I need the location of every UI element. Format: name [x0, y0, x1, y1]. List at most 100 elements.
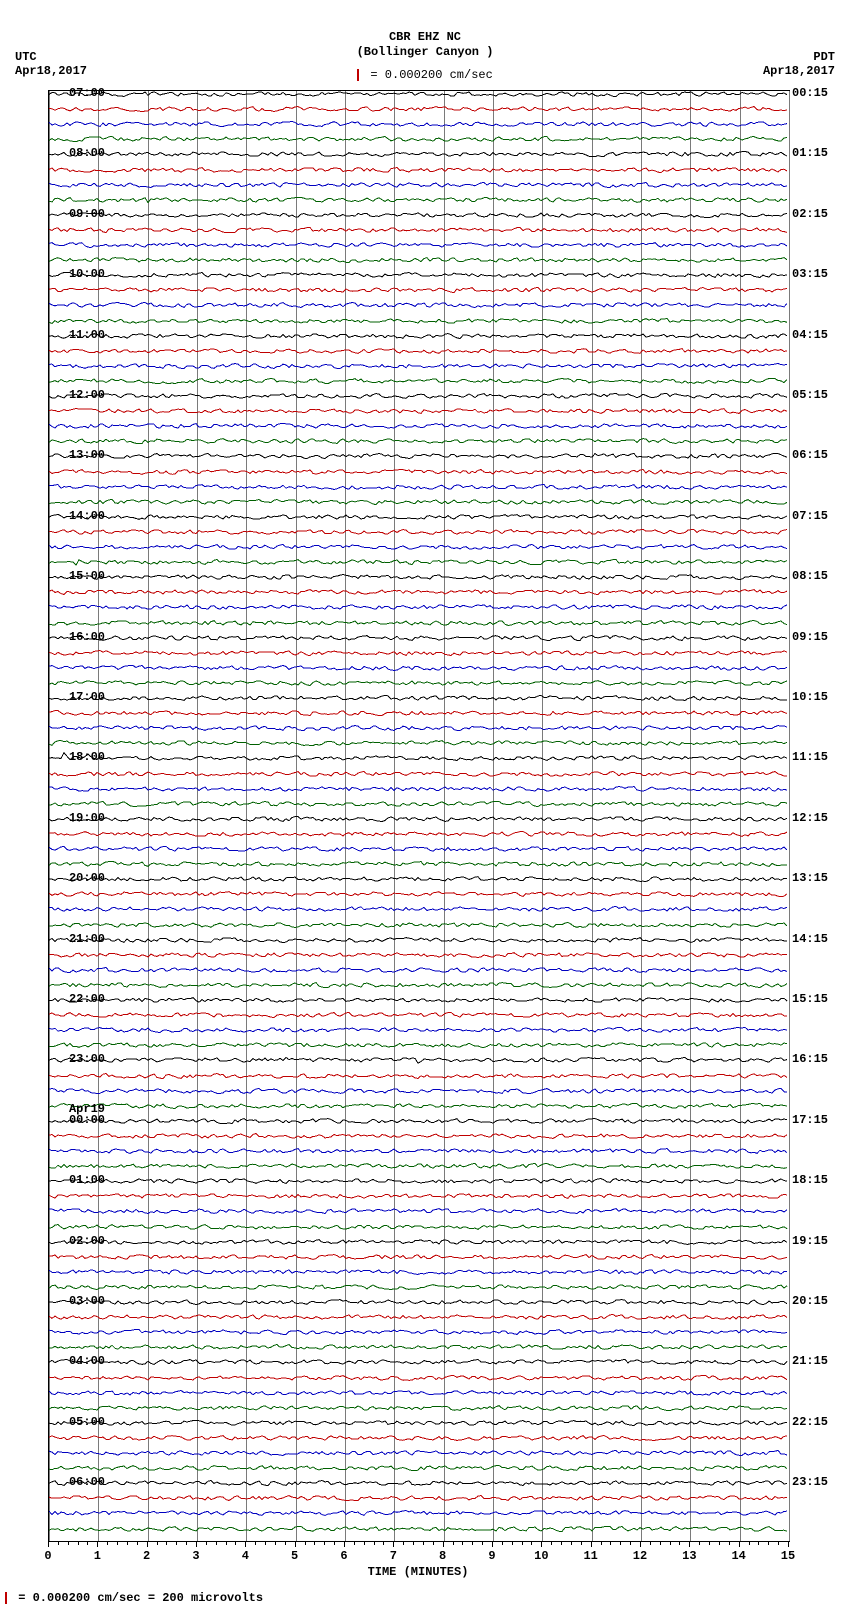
x-tick-major [788, 1541, 789, 1547]
seismic-trace [49, 388, 789, 404]
x-tick-minor [255, 1541, 256, 1545]
utc-hour-label: 09:00 [69, 207, 105, 221]
seismic-trace [49, 131, 789, 147]
seismic-trace [49, 267, 789, 283]
seismic-trace [49, 509, 789, 525]
seismic-trace [49, 464, 789, 480]
x-tick-label: 2 [143, 1549, 150, 1563]
seismic-trace [49, 766, 789, 782]
left-date: Apr18,2017 [15, 64, 87, 78]
x-tick-minor [305, 1541, 306, 1545]
seismic-trace [49, 1083, 789, 1099]
seismic-trace [49, 750, 789, 766]
x-tick-minor [699, 1541, 700, 1545]
seismic-trace [49, 494, 789, 510]
seismic-trace [49, 146, 789, 162]
right-timezone-block: PDT Apr18,2017 [763, 50, 835, 78]
x-tick-minor [87, 1541, 88, 1545]
scale-bar-icon [357, 69, 359, 81]
x-tick-minor [620, 1541, 621, 1545]
local-hour-label: 15:15 [792, 992, 828, 1006]
seismic-trace [49, 781, 789, 797]
seismic-trace [49, 86, 789, 102]
seismic-trace [49, 584, 789, 600]
x-tick-minor [235, 1541, 236, 1545]
seismic-trace [49, 599, 789, 615]
seismic-trace [49, 1249, 789, 1265]
utc-hour-label: 15:00 [69, 569, 105, 583]
scale-text: = 0.000200 cm/sec [370, 68, 492, 82]
local-hour-label: 04:15 [792, 328, 828, 342]
local-hour-label: 05:15 [792, 388, 828, 402]
utc-hour-label: 23:00 [69, 1052, 105, 1066]
x-axis-title: TIME (MINUTES) [48, 1565, 788, 1579]
x-tick-minor [127, 1541, 128, 1545]
x-tick-minor [314, 1541, 315, 1545]
x-tick-minor [709, 1541, 710, 1545]
seismic-trace [49, 1370, 789, 1386]
x-tick-label: 10 [534, 1549, 548, 1563]
x-tick-minor [78, 1541, 79, 1545]
seismic-trace [49, 328, 789, 344]
scale-legend: = 0.000200 cm/sec [0, 68, 850, 82]
seismic-trace [49, 433, 789, 449]
x-tick-minor [610, 1541, 611, 1545]
seismic-trace [49, 313, 789, 329]
seismic-trace [49, 675, 789, 691]
seismic-trace [49, 1173, 789, 1189]
local-hour-label: 13:15 [792, 871, 828, 885]
x-tick-minor [581, 1541, 582, 1545]
x-tick-minor [413, 1541, 414, 1545]
utc-hour-label: 05:00 [69, 1415, 105, 1429]
x-tick-label: 12 [633, 1549, 647, 1563]
seismic-trace [49, 1007, 789, 1023]
local-hour-label: 11:15 [792, 750, 828, 764]
x-tick-major [443, 1541, 444, 1547]
seismic-trace [49, 992, 789, 1008]
seismic-trace [49, 539, 789, 555]
seismic-trace [49, 1052, 789, 1068]
seismic-trace [49, 162, 789, 178]
seismic-trace [49, 1400, 789, 1416]
seismogram-plot [48, 90, 790, 1542]
x-tick-minor [561, 1541, 562, 1545]
x-tick-label: 15 [781, 1549, 795, 1563]
x-tick-major [492, 1541, 493, 1547]
left-tz: UTC [15, 50, 87, 64]
footer-scale: = 0.000200 cm/sec = 200 microvolts [5, 1591, 263, 1605]
seismic-trace [49, 1430, 789, 1446]
x-tick-minor [68, 1541, 69, 1545]
seismic-trace [49, 886, 789, 902]
utc-hour-label: 02:00 [69, 1234, 105, 1248]
x-tick-minor [768, 1541, 769, 1545]
seismic-trace [49, 1143, 789, 1159]
seismic-trace [49, 1203, 789, 1219]
x-tick-minor [433, 1541, 434, 1545]
seismic-trace [49, 1022, 789, 1038]
x-tick-label: 1 [94, 1549, 101, 1563]
x-tick-major [196, 1541, 197, 1547]
seismic-trace [49, 1279, 789, 1295]
x-tick-major [739, 1541, 740, 1547]
x-tick-minor [354, 1541, 355, 1545]
x-tick-minor [502, 1541, 503, 1545]
seismic-trace [49, 615, 789, 631]
x-tick-minor [453, 1541, 454, 1545]
seismic-trace [49, 660, 789, 676]
x-tick-minor [423, 1541, 424, 1545]
x-tick-major [393, 1541, 394, 1547]
x-tick-label: 11 [583, 1549, 597, 1563]
x-tick-label: 5 [291, 1549, 298, 1563]
x-tick-minor [650, 1541, 651, 1545]
local-hour-label: 19:15 [792, 1234, 828, 1248]
right-tz: PDT [763, 50, 835, 64]
seismic-trace [49, 237, 789, 253]
local-hour-label: 00:15 [792, 86, 828, 100]
seismic-trace [49, 1128, 789, 1144]
x-tick-minor [670, 1541, 671, 1545]
seismic-trace [49, 554, 789, 570]
station-title: CBR EHZ NC [0, 30, 850, 44]
seismic-trace [49, 1264, 789, 1280]
local-hour-label: 03:15 [792, 267, 828, 281]
seismic-trace [49, 282, 789, 298]
